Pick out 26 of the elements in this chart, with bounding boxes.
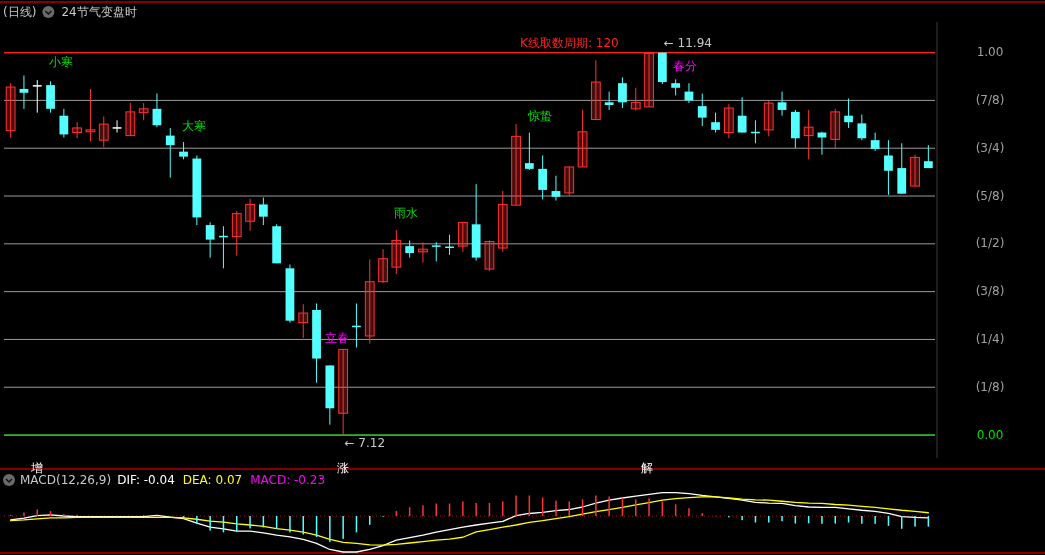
y-tick-label: (1/8): [975, 379, 1005, 394]
y-tick-label: (7/8): [975, 92, 1005, 107]
chart-title: (日线): [3, 5, 37, 19]
text: MACD: -0.23: [250, 473, 326, 487]
annotation: 大寒: [182, 118, 207, 133]
text: 解: [641, 460, 654, 475]
y-tick-label: (3/4): [975, 140, 1005, 155]
chart-subtitle: 24节气变盘时: [61, 5, 137, 19]
y-tick-label: (5/8): [975, 188, 1005, 203]
annotation: 小寒: [49, 54, 74, 69]
annotation: ← 11.94: [663, 35, 712, 50]
text: 增: [30, 460, 44, 475]
annotation: 雨水: [393, 205, 418, 220]
y-tick-label: (1/2): [975, 236, 1005, 251]
text: DIF: -0.04: [117, 473, 175, 487]
text: 涨: [336, 460, 349, 475]
y-tick-label: (3/8): [975, 284, 1005, 299]
y-tick-label: (1/4): [975, 331, 1005, 346]
annotation: 春分: [672, 58, 697, 73]
chart-title: MACD(12,26,9): [20, 473, 112, 487]
y-tick-label: 1.00: [976, 45, 1004, 60]
y-tick-label: 0.00: [976, 427, 1004, 442]
annotation: 惊蛰: [527, 108, 553, 123]
text: DEA: 0.07: [182, 473, 243, 487]
annotation: ← 7.12: [344, 435, 386, 450]
annotation: K线取数周期: 120: [520, 35, 619, 50]
